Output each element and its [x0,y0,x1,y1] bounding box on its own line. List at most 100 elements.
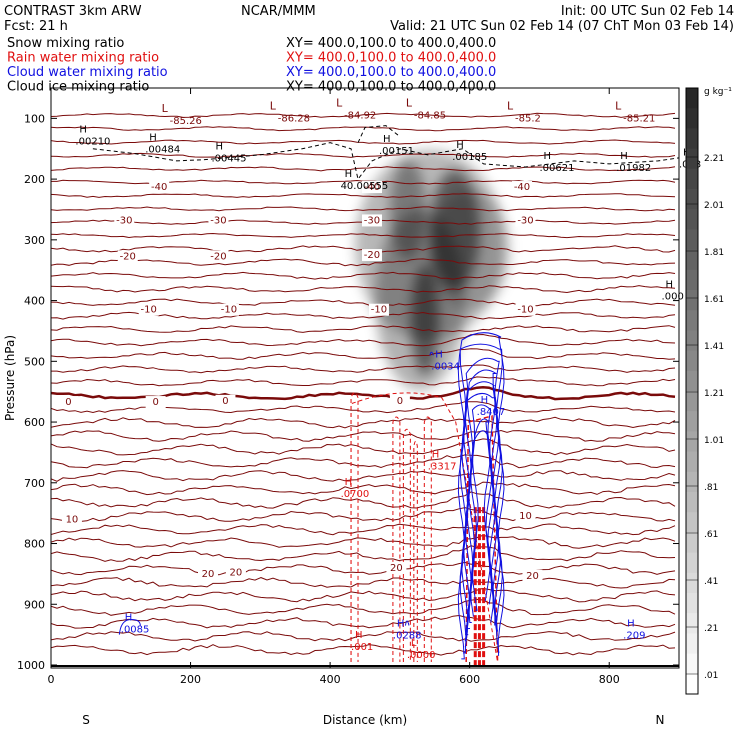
colorbar-cell [686,633,698,655]
temperature-label: 20 [526,571,539,582]
temperature-contour [51,507,676,522]
temperature-contour [51,298,676,307]
temperature-contour [51,534,676,549]
snow-max-marker: H [620,151,628,162]
colorbar-cell [686,532,698,554]
legend-label: Cloud ice mixing ratio [7,80,149,95]
snow-max-marker: H [149,133,157,144]
colorbar-cell [686,229,698,251]
colorbar-cell [686,128,698,150]
cloud-max-label: .001 [351,642,373,653]
colorbar-cell [686,572,698,594]
snow-max-label: .000 [662,292,684,303]
temperature-contour [51,631,676,642]
snow-max-marker: H [543,151,551,162]
label-bg [215,394,236,407]
snow-max-label: .00445 [211,154,246,165]
temperature-label: -30 [210,215,226,226]
cloud-max-label: .3317 [428,462,457,473]
colorbar-label: 2.21 [704,154,724,164]
temperature-label: 0 [222,396,228,407]
label-bg [58,396,79,409]
label-bg [225,566,246,579]
cloud-max-label: .209 [623,630,645,641]
rain-contour [402,428,411,662]
label-bg [522,569,543,582]
temperature-contour [51,438,676,456]
colorbar-cell [686,370,698,392]
temperature-label: -20 [210,251,226,262]
legend-label: Rain water mixing ratio [7,51,159,66]
colorbar-cell [686,593,698,614]
snow-max-marker: H [456,140,464,151]
temperature-label: -10 [141,305,157,316]
label-bg [515,510,536,523]
temperature-contour [51,333,676,347]
colorbar-label: 1.21 [704,389,724,399]
cloud-water-contour [466,392,496,630]
plot-frame [50,87,680,669]
header-right-1: Init: 00 UTC Sun 02 Feb 14 [561,4,734,19]
temperature-contour [51,454,676,469]
snow-max-label: .01982 [616,163,651,174]
temperature-contour [51,644,676,656]
colorbar-cell [686,613,698,634]
temperature-label: 0 [65,397,71,408]
legend-xy: XY= 400.0,100.0 to 400.0,400.0 [286,80,496,95]
label-bg [208,250,229,263]
legend: Snow mixing ratio XY= 400.0,100.0 to 400.… [7,36,496,95]
colorbar-cell [686,350,698,372]
snow-max-label: .00210 [75,137,110,148]
cloud-max-label: .0000 [407,650,436,661]
temperature-label: 10 [66,514,79,525]
colorbar-label: .81 [704,483,718,493]
minimum-marker: L [270,100,277,113]
legend-label: Cloud water mixing ratio [7,65,168,80]
colorbar-cell [686,391,698,412]
temperature-contour [51,325,676,333]
minimum-label: -84.92 [344,111,376,122]
colorbar-cell [686,492,698,513]
y-tick-label: 400 [24,295,45,308]
y-tick-label: 200 [24,173,45,186]
colorbar-label: 1.01 [704,436,724,446]
cloud-max-label: .0288 [393,630,422,641]
colorbar-cell [686,249,698,271]
cloud-max-marker: H [125,612,133,623]
temperature-contour [51,206,676,212]
colorbar-cell [686,653,698,675]
label-bg [361,214,382,227]
cloud-water-contour [404,620,410,626]
temperature-contour [51,429,676,442]
temperature-contour [51,166,676,172]
temperature-contour [51,376,676,387]
header-center: NCAR/MMM [241,4,316,19]
temperature-contours [51,112,676,656]
temperature-label: 20 [390,563,403,574]
cloud-max-label: .0085 [121,624,150,635]
minimum-marker: L [336,97,343,110]
cloud-max-marker: H [355,630,363,641]
header-right-2: Valid: 21 UTC Sun 02 Feb 14 (07 ChT Mon … [390,19,734,34]
cloud-max-label: .0034 [431,361,460,372]
temperature-label: 20 [202,569,215,580]
y-tick-label: 500 [24,355,45,368]
y-tick-label: 700 [24,477,45,490]
snow-max-label: .00185 [452,152,487,163]
temperature-label: -40 [514,182,530,193]
temperature-contour [51,232,676,239]
label-bg [515,303,536,316]
y-tick-label: 900 [24,598,45,611]
cloud-water-contour [469,418,493,617]
minimum-label: -85.21 [623,114,655,125]
temperature-label: -30 [517,215,533,226]
plot-area [51,112,679,667]
y-tick-label: 300 [24,234,45,247]
temperature-contour [51,386,676,401]
cloud-max-label: .8407 [477,407,506,418]
temperature-contour [51,587,676,603]
temperature-label: 0 [397,396,403,407]
colorbar-label: 1.41 [704,342,724,352]
legend-xy: XY= 400.0,100.0 to 400.0,400.0 [286,65,496,80]
